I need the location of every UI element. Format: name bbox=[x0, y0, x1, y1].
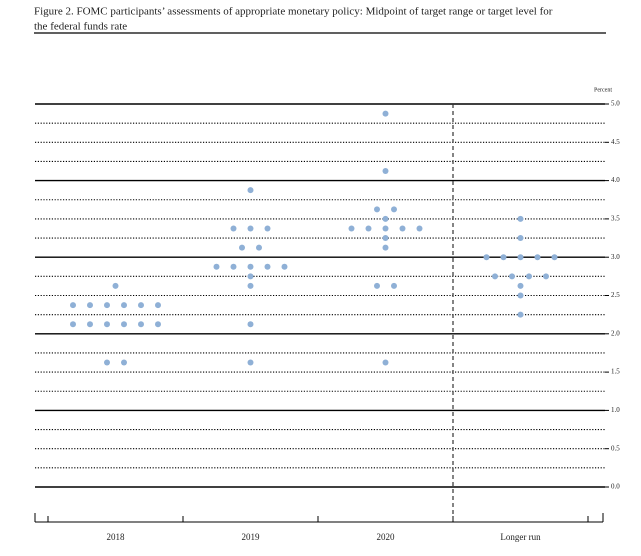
dot bbox=[247, 225, 254, 232]
dot bbox=[155, 321, 161, 328]
y-tick-label: 4.5 bbox=[611, 138, 620, 146]
dot bbox=[517, 215, 524, 222]
dot bbox=[264, 263, 271, 270]
y-tick-label: 4.0 bbox=[611, 176, 620, 184]
y-tick-label: 3.5 bbox=[611, 215, 620, 223]
dot bbox=[247, 282, 254, 289]
x-tick-label: Longer run bbox=[500, 532, 541, 542]
chart-subtitle: the federal funds rate bbox=[34, 21, 127, 33]
y-tick-label: 5.0 bbox=[611, 100, 620, 108]
dot bbox=[247, 273, 254, 280]
x-tick-label: 2020 bbox=[377, 532, 396, 542]
y-tick-label: 0.0 bbox=[611, 483, 620, 491]
dot bbox=[526, 273, 532, 280]
dot bbox=[239, 244, 245, 251]
dot bbox=[509, 273, 515, 280]
x-tick-label: 2018 bbox=[107, 532, 126, 542]
dot bbox=[365, 225, 372, 232]
dot bbox=[543, 273, 549, 280]
dot bbox=[492, 273, 498, 280]
x-tick-label: 2019 bbox=[242, 532, 261, 542]
dot bbox=[391, 206, 397, 213]
dot bbox=[70, 302, 76, 309]
dot bbox=[104, 321, 110, 328]
dot bbox=[416, 225, 423, 232]
y-tick-label: 0.5 bbox=[611, 444, 620, 452]
dot bbox=[391, 282, 397, 289]
dot bbox=[374, 206, 380, 213]
dot bbox=[155, 302, 161, 309]
dot bbox=[534, 254, 541, 261]
dot bbox=[517, 311, 524, 318]
dot bbox=[382, 359, 389, 366]
dot bbox=[247, 187, 254, 194]
dot bbox=[382, 225, 389, 232]
dot bbox=[551, 254, 558, 261]
dot bbox=[281, 263, 288, 270]
dot bbox=[104, 302, 110, 309]
dot bbox=[399, 225, 406, 232]
dot bbox=[517, 235, 524, 242]
y-tick-label: 3.0 bbox=[611, 253, 620, 261]
dot bbox=[500, 254, 507, 261]
dot bbox=[348, 225, 355, 232]
y-axis-label: Percent bbox=[594, 87, 612, 93]
dot bbox=[70, 321, 76, 328]
dot bbox=[247, 321, 254, 328]
dot bbox=[230, 263, 237, 270]
dot bbox=[121, 302, 127, 309]
y-tick-label: 2.0 bbox=[611, 329, 620, 337]
dot bbox=[247, 359, 254, 366]
y-tick-label: 1.0 bbox=[611, 406, 620, 414]
dot bbox=[121, 321, 127, 328]
dot bbox=[382, 244, 389, 251]
y-tick-label: 1.5 bbox=[611, 368, 620, 376]
dot bbox=[138, 302, 144, 309]
dot bbox=[517, 282, 524, 289]
chart-title: Figure 2. FOMC participants’ assessments… bbox=[34, 6, 553, 18]
dot bbox=[517, 254, 524, 261]
dot bbox=[247, 263, 254, 270]
dot bbox=[382, 235, 389, 242]
dot bbox=[264, 225, 271, 232]
dot bbox=[256, 244, 262, 251]
dot bbox=[382, 168, 389, 175]
dot bbox=[121, 359, 127, 366]
dot bbox=[382, 110, 389, 117]
dot bbox=[87, 321, 93, 328]
dot bbox=[230, 225, 237, 232]
dot bbox=[112, 282, 119, 289]
dot bbox=[483, 254, 490, 261]
dot bbox=[382, 215, 389, 222]
dot bbox=[517, 292, 524, 299]
y-tick-label: 2.5 bbox=[611, 291, 620, 299]
dot bbox=[213, 263, 220, 270]
dot bbox=[104, 359, 110, 366]
dot bbox=[138, 321, 144, 328]
dot bbox=[374, 282, 380, 289]
dot bbox=[87, 302, 93, 309]
